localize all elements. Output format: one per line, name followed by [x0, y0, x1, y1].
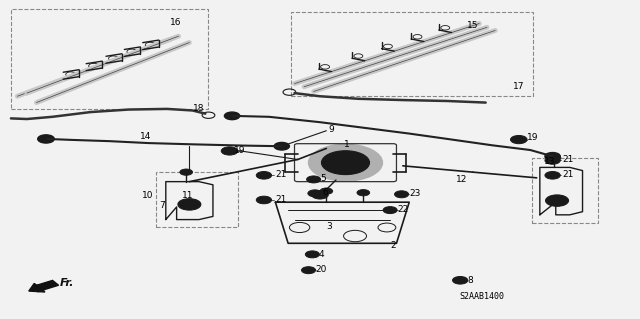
- Text: 16: 16: [170, 18, 182, 27]
- Circle shape: [310, 177, 317, 181]
- Circle shape: [545, 157, 560, 164]
- Bar: [11, 9, 209, 109]
- Text: 13: 13: [544, 157, 556, 166]
- Circle shape: [256, 172, 271, 179]
- Bar: [291, 11, 534, 96]
- Circle shape: [386, 208, 394, 212]
- Circle shape: [305, 268, 312, 272]
- Text: 2: 2: [390, 241, 396, 250]
- Circle shape: [260, 173, 268, 177]
- Circle shape: [308, 252, 316, 256]
- Text: 21: 21: [275, 170, 287, 179]
- Circle shape: [321, 151, 369, 174]
- Text: 12: 12: [456, 175, 467, 184]
- Circle shape: [548, 158, 557, 163]
- Text: 19: 19: [234, 145, 246, 154]
- Circle shape: [225, 149, 234, 153]
- Text: 9: 9: [328, 125, 334, 134]
- Text: 14: 14: [140, 132, 152, 141]
- Circle shape: [545, 195, 568, 206]
- Text: 22: 22: [397, 205, 409, 214]
- Circle shape: [308, 144, 383, 181]
- Circle shape: [545, 172, 560, 179]
- Circle shape: [548, 173, 557, 177]
- Text: 20: 20: [316, 265, 327, 274]
- Circle shape: [333, 156, 358, 169]
- Circle shape: [383, 207, 397, 214]
- Circle shape: [320, 188, 333, 194]
- Circle shape: [225, 112, 240, 120]
- Circle shape: [397, 192, 405, 196]
- Circle shape: [260, 198, 268, 202]
- Circle shape: [307, 176, 321, 183]
- Circle shape: [311, 191, 319, 195]
- Circle shape: [305, 251, 319, 258]
- Circle shape: [452, 277, 468, 284]
- Bar: [532, 158, 598, 223]
- Circle shape: [184, 202, 195, 207]
- Circle shape: [357, 189, 370, 196]
- FancyArrow shape: [29, 280, 59, 292]
- Text: 21: 21: [275, 195, 287, 204]
- Text: S2AAB1400: S2AAB1400: [459, 292, 504, 300]
- Text: 15: 15: [467, 21, 478, 30]
- Circle shape: [545, 152, 560, 160]
- Text: 1: 1: [344, 140, 350, 149]
- Text: 3: 3: [326, 222, 332, 231]
- Bar: [156, 172, 239, 227]
- Circle shape: [548, 155, 561, 161]
- Text: 23: 23: [410, 189, 421, 198]
- Circle shape: [515, 137, 524, 142]
- Text: 8: 8: [468, 277, 474, 286]
- Circle shape: [394, 191, 408, 198]
- Circle shape: [301, 267, 316, 274]
- Text: 21: 21: [562, 155, 573, 164]
- Circle shape: [38, 135, 54, 143]
- Circle shape: [221, 147, 238, 155]
- Circle shape: [180, 169, 193, 175]
- Text: 11: 11: [182, 191, 193, 200]
- Text: 7: 7: [159, 201, 165, 210]
- Text: 18: 18: [193, 104, 204, 113]
- Text: 4: 4: [319, 250, 324, 259]
- Text: 10: 10: [141, 191, 153, 200]
- Text: 5: 5: [320, 174, 326, 183]
- Text: 6: 6: [322, 188, 328, 197]
- Text: 21: 21: [562, 170, 573, 179]
- Circle shape: [256, 196, 271, 204]
- Text: 17: 17: [513, 82, 525, 91]
- Text: 19: 19: [527, 133, 539, 143]
- Text: Fr.: Fr.: [60, 278, 74, 288]
- Circle shape: [308, 190, 322, 197]
- Circle shape: [312, 191, 328, 199]
- Circle shape: [552, 198, 562, 203]
- Circle shape: [178, 199, 201, 210]
- Circle shape: [274, 142, 289, 150]
- Circle shape: [511, 136, 527, 144]
